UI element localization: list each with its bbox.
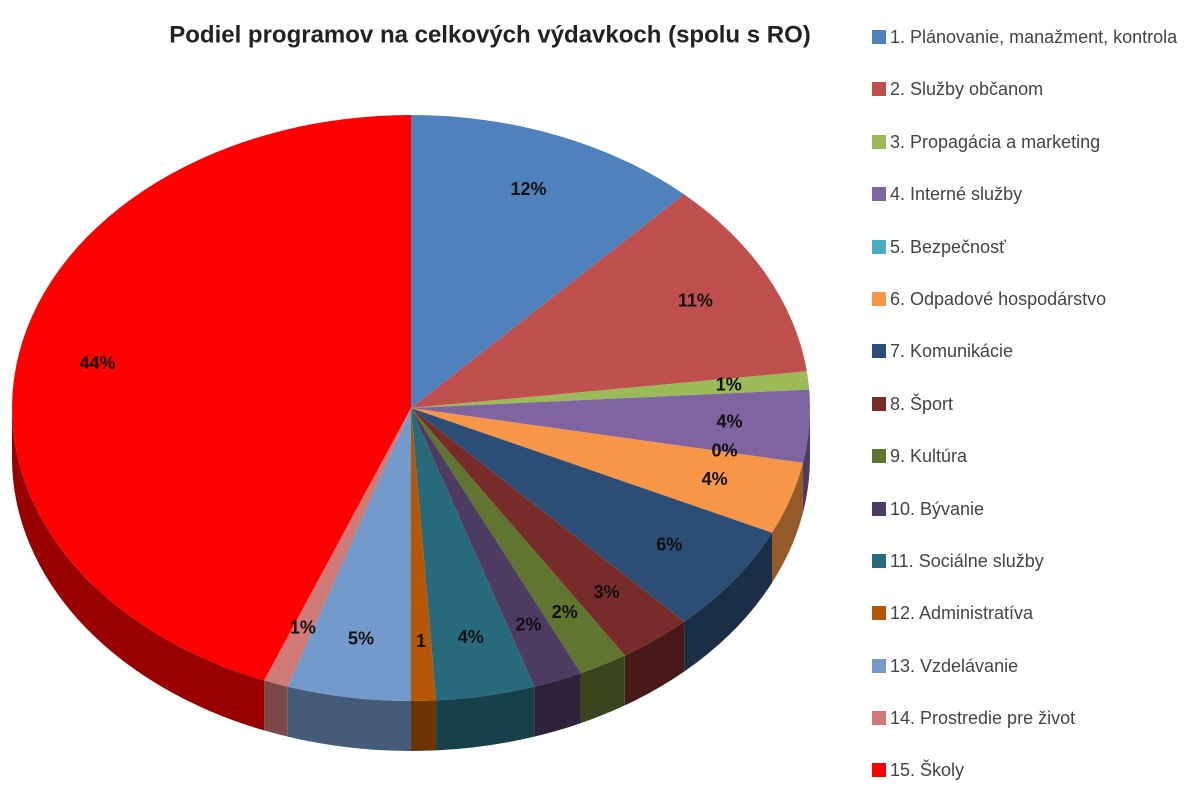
pie-slice: [411, 408, 535, 701]
data-label: 0%: [712, 441, 738, 461]
pie-slice: [411, 389, 810, 463]
pie-side: [772, 462, 803, 583]
legend-label: 4. Interné služby: [890, 184, 1023, 205]
data-label: 3%: [594, 582, 620, 602]
pie-side: [534, 673, 581, 737]
legend-label: 7. Komunikácie: [890, 341, 1014, 362]
data-label: 1%: [290, 617, 316, 637]
legend-label: 11. Sociálne služby: [890, 550, 1044, 571]
data-label: 1%: [716, 375, 742, 395]
chart: Podiel programov na celkových výdavkoch …: [12, 21, 811, 751]
legend-swatch: [872, 396, 886, 411]
legend-swatch: [872, 134, 886, 149]
legend-item: 2. Služby občanom: [872, 78, 1184, 130]
legend-label: 2. Služby občanom: [890, 79, 1044, 100]
legend-item: 5. Bezpečnosť: [872, 236, 1184, 288]
pie-side: [411, 700, 437, 751]
legend-swatch: [872, 30, 886, 44]
legend-item: 8. Šport: [872, 393, 1184, 445]
legend-item: 10. Bývanie: [872, 498, 1184, 550]
data-label: 1: [416, 631, 426, 651]
pie-slice: [411, 408, 773, 622]
pie-slice: [287, 408, 411, 701]
legend-swatch: [872, 291, 886, 306]
pie-slice: [411, 408, 625, 674]
pie-slice: [411, 408, 437, 701]
legend-item: 7. Komunikácie: [872, 340, 1184, 392]
legend-swatch: [872, 344, 886, 359]
pie-slice: [411, 115, 685, 408]
page: Podiel programov na celkových výdavkoch …: [12, 21, 1178, 781]
legend-item: 15. Školy: [872, 759, 1184, 811]
pie-side: [802, 408, 810, 513]
data-label: 4%: [717, 411, 743, 431]
pie-slice: [411, 408, 581, 687]
legend-item: 9. Kultúra: [872, 445, 1184, 497]
data-label: 2%: [552, 602, 578, 622]
pie-slice: [264, 408, 411, 687]
legend-swatch: [872, 239, 886, 254]
pie-side: [264, 680, 288, 737]
pie-side: [436, 686, 535, 751]
pie-side: [624, 621, 685, 706]
legend-label: 14. Prostredie pre život: [890, 708, 1076, 729]
pie-side: [684, 532, 773, 672]
legend: 1. Plánovanie, manažment, kontrola 2. Slu…: [872, 26, 1184, 812]
legend-label: 15. Školy: [890, 760, 965, 781]
legend-label: 6. Odpadové hospodárstvo: [890, 288, 1107, 309]
data-label: 5%: [348, 628, 374, 648]
legend-label: 13. Vzdelávanie: [890, 655, 1019, 676]
legend-swatch: [872, 187, 886, 202]
legend-label: 12. Administratíva: [890, 603, 1034, 624]
legend-label: 9. Kultúra: [890, 446, 968, 467]
pie-slice: [411, 194, 807, 408]
chart-title: Podiel programov na celkových výdavkoch …: [169, 21, 811, 48]
data-label: 44%: [79, 353, 115, 373]
legend-swatch: [872, 658, 886, 673]
pie-slice: [12, 115, 411, 681]
legend-label: 5. Bezpečnosť: [890, 236, 1006, 257]
legend-label: 8. Šport: [890, 393, 954, 414]
legend-swatch: [872, 553, 886, 568]
pie-slice: [411, 408, 685, 656]
legend-label: 10. Bývanie: [890, 498, 985, 519]
legend-swatch: [872, 501, 886, 516]
pie-side: [580, 655, 625, 724]
legend-item: 1. Plánovanie, manažment, kontrola: [872, 26, 1184, 78]
legend-item: 4. Interné služby: [872, 183, 1184, 235]
legend-item: 14. Prostredie pre život: [872, 707, 1184, 759]
pie-side: [287, 686, 411, 751]
legend-item: 3. Propagácia a marketing: [872, 131, 1184, 183]
legend-label: 3. Propagácia a marketing: [890, 131, 1101, 152]
data-label: 4%: [702, 469, 728, 489]
legend-swatch: [872, 82, 886, 97]
data-label: 2%: [515, 615, 541, 635]
legend-item: 6. Odpadové hospodárstvo: [872, 288, 1184, 340]
data-label: 6%: [656, 535, 682, 555]
legend-swatch: [872, 606, 886, 621]
pie-side: [12, 408, 265, 731]
legend-item: 13. Vzdelávanie: [872, 655, 1184, 707]
legend-swatch: [872, 449, 886, 464]
pie-slice: [411, 371, 810, 408]
data-label: 4%: [458, 627, 484, 647]
data-label: 11%: [678, 290, 713, 310]
legend-label: 1. Plánovanie, manažment, kontrola: [890, 27, 1178, 47]
data-label: 12%: [510, 179, 546, 199]
legend-item: 11. Sociálne služby: [872, 550, 1184, 602]
legend-swatch: [872, 711, 886, 726]
legend-item: 12. Administratíva: [872, 602, 1184, 654]
pie-slice: [411, 408, 803, 533]
legend-swatch: [872, 763, 886, 778]
